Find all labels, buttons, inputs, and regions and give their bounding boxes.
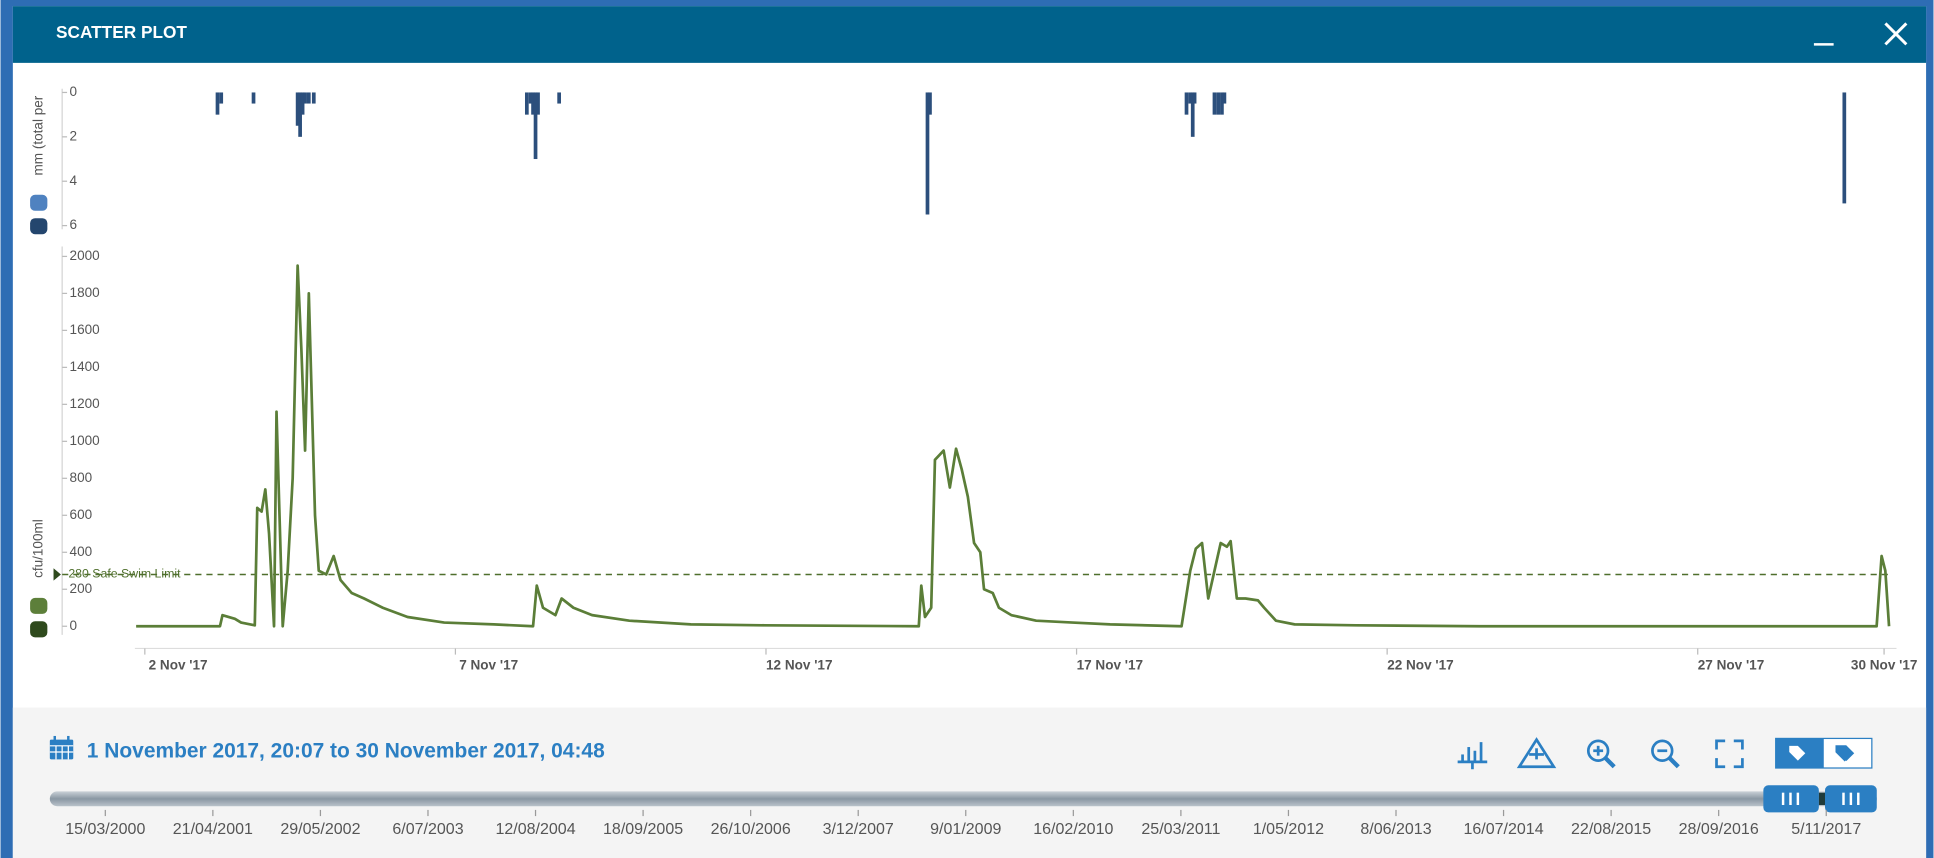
timeline-label: 21/04/2001 bbox=[173, 820, 253, 838]
rain-bar bbox=[1220, 92, 1224, 115]
rain-bar bbox=[524, 92, 529, 115]
x-tick-label: 2 Nov '17 bbox=[149, 657, 208, 672]
timeline-label: 5/11/2017 bbox=[1791, 820, 1861, 838]
rain-bar bbox=[311, 92, 316, 104]
legend-swatch bbox=[30, 218, 48, 235]
timeline-label: 12/08/2004 bbox=[495, 820, 575, 838]
x-tick-label: 22 Nov '17 bbox=[1387, 657, 1453, 672]
x-tick-label: 7 Nov '17 bbox=[459, 657, 518, 672]
legend-swatch bbox=[30, 194, 48, 211]
timeline-label: 29/05/2002 bbox=[280, 820, 360, 838]
rain-bar bbox=[215, 92, 220, 115]
zoom-in-button[interactable] bbox=[1586, 739, 1616, 769]
y-tick-label: 6 bbox=[70, 217, 78, 232]
rain-bar bbox=[1192, 92, 1197, 104]
rain-bar bbox=[295, 92, 300, 126]
rain-bar bbox=[300, 92, 305, 115]
y-axis-title: cfu/100ml bbox=[30, 519, 45, 578]
rain-bar bbox=[531, 92, 535, 115]
x-tick-label: 17 Nov '17 bbox=[1077, 657, 1143, 672]
timeline-track[interactable] bbox=[49, 791, 1877, 807]
rain-bar bbox=[303, 92, 307, 104]
y-tick-label: 400 bbox=[70, 544, 93, 559]
y-tick-label: 1000 bbox=[70, 433, 100, 448]
timeline-label: 1/05/2012 bbox=[1253, 820, 1324, 838]
x-tick-label: 12 Nov '17 bbox=[766, 657, 832, 672]
close-button[interactable] bbox=[1884, 22, 1908, 46]
window-title: SCATTER PLOT bbox=[56, 22, 187, 42]
control-panel bbox=[12, 707, 1927, 858]
timeline-handle-right[interactable] bbox=[1825, 785, 1877, 813]
zoom-out-button[interactable] bbox=[1651, 739, 1680, 769]
y-tick-label: 1400 bbox=[70, 359, 100, 374]
timeline-label: 28/09/2016 bbox=[1679, 820, 1759, 838]
y-tick-label: 2000 bbox=[70, 248, 100, 263]
timeline-label: 26/10/2006 bbox=[711, 820, 791, 838]
rain-bar bbox=[1842, 92, 1847, 204]
rain-bar bbox=[1216, 92, 1221, 115]
y-tick-label: 4 bbox=[70, 173, 78, 188]
timeline-label: 3/12/2007 bbox=[823, 820, 894, 838]
y-axis-title: mm (total per bbox=[30, 95, 45, 175]
calendar-grid bbox=[49, 745, 74, 760]
timeline-label: 8/06/2013 bbox=[1360, 820, 1431, 838]
y-tick-label: 2 bbox=[70, 128, 78, 143]
chart-type-button[interactable] bbox=[1457, 742, 1488, 770]
date-range: 1 November 2017, 20:07 to 30 November 20… bbox=[87, 740, 605, 763]
y-tick-label: 1800 bbox=[70, 285, 100, 300]
bacteria-line bbox=[136, 264, 1891, 628]
y-tick-label: 200 bbox=[70, 581, 93, 596]
timeline-selection bbox=[1818, 792, 1827, 805]
toolbar bbox=[1457, 737, 1744, 770]
timeline-label: 15/03/2000 bbox=[65, 820, 145, 838]
timeline-label: 6/07/2003 bbox=[392, 820, 463, 838]
y-tick-label: 600 bbox=[70, 507, 93, 522]
rain-bar bbox=[1184, 92, 1189, 115]
tags-icon bbox=[1835, 745, 1855, 762]
timeline-label: 9/01/2009 bbox=[930, 820, 1001, 838]
title-bar bbox=[12, 6, 1927, 63]
timeline-label: 25/03/2011 bbox=[1141, 820, 1220, 838]
rain-bar bbox=[925, 92, 930, 215]
rain-bar bbox=[1190, 92, 1195, 137]
y-tick-label: 1200 bbox=[70, 396, 100, 411]
fullscreen-button[interactable] bbox=[1715, 739, 1744, 769]
y-tick-label: 800 bbox=[70, 470, 93, 485]
threshold-button[interactable] bbox=[1516, 737, 1557, 769]
y-tick-label: 0 bbox=[70, 84, 78, 99]
rain-bar bbox=[536, 92, 540, 115]
rain-bar bbox=[1188, 92, 1193, 104]
rain-bar bbox=[1222, 92, 1227, 104]
timeline-label: 18/09/2005 bbox=[603, 820, 683, 838]
rain-bar bbox=[306, 92, 311, 104]
rain-bar bbox=[533, 92, 538, 160]
rain-bar bbox=[928, 92, 932, 115]
tag-icon bbox=[1789, 745, 1806, 761]
y-tick-label: 1600 bbox=[70, 322, 100, 337]
x-tick-label: 27 Nov '17 bbox=[1698, 657, 1764, 672]
rain-bar bbox=[557, 92, 561, 104]
y-tick-label: 0 bbox=[70, 618, 78, 633]
timeline-label: 22/08/2015 bbox=[1571, 820, 1651, 838]
rain-bar bbox=[298, 92, 302, 137]
timeline-handle-left[interactable] bbox=[1763, 785, 1819, 813]
rain-bar bbox=[1212, 92, 1217, 115]
rain-bar bbox=[219, 92, 224, 104]
threshold-marker bbox=[53, 568, 61, 581]
legend-swatch bbox=[30, 621, 48, 638]
legend-swatch bbox=[30, 597, 48, 614]
x-tick-label: 30 Nov '17 bbox=[1851, 657, 1917, 672]
rain-bar bbox=[251, 92, 256, 104]
threshold-label: 280 Safe Swim Limit bbox=[68, 567, 181, 581]
timeline-label: 16/02/2010 bbox=[1033, 820, 1113, 838]
rain-bar bbox=[528, 92, 533, 104]
timeline-label: 16/07/2014 bbox=[1463, 820, 1543, 838]
